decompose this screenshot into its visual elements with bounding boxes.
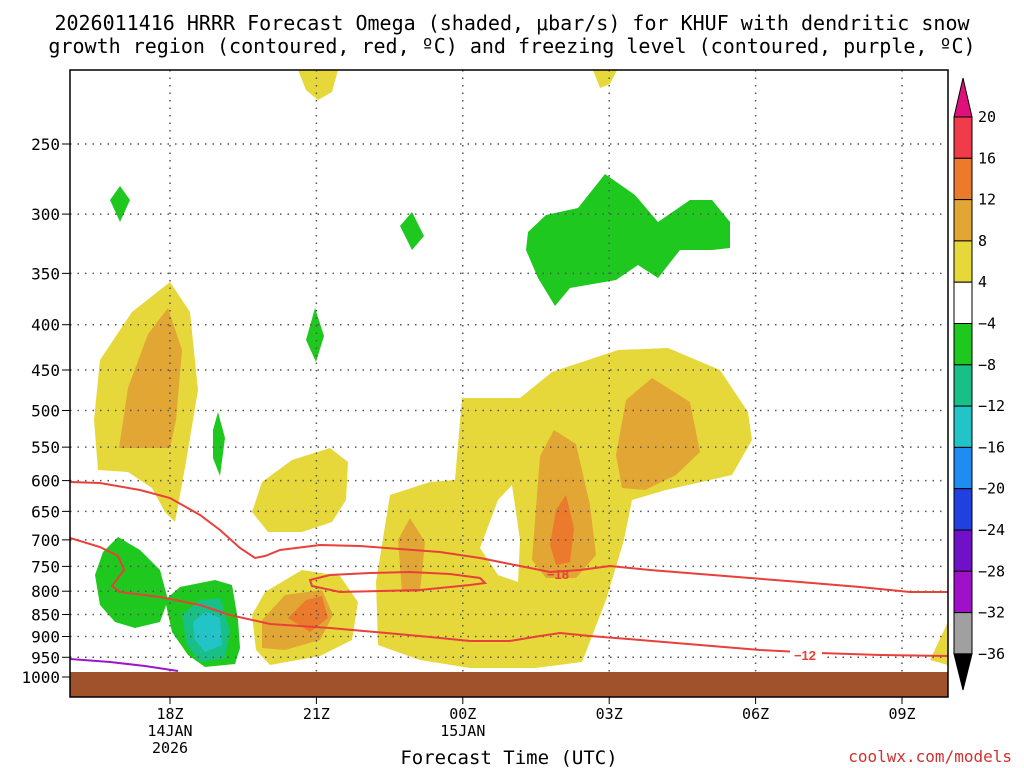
colorbar-label-13: −36 (978, 645, 1005, 663)
colorbar-label-9: −20 (978, 480, 1005, 498)
x-tick-label-0-1: 14JAN (147, 722, 192, 740)
y-tick-label-700: 700 (31, 531, 60, 550)
x-axis-label: Forecast Time (UTC) (400, 747, 617, 768)
ground-surface (70, 672, 948, 697)
omega-shading (94, 70, 948, 668)
y-axis-ticks: 250 300 350 400 450 500 550 600 650 700 750 800 850 9… (21, 135, 70, 687)
y-tick-label-500: 500 (31, 402, 60, 421)
omega-shade-neg12-neg16 (193, 612, 222, 652)
y-tick-label-1000: 1000 (21, 668, 60, 687)
x-tick-label-2-1: 15JAN (440, 722, 485, 740)
colorbar-label-3: 8 (978, 232, 987, 250)
chart-title-line-1: 2026011416 HRRR Forecast Omega (shaded, … (54, 11, 970, 35)
colorbar-segment-5 (953, 323, 973, 366)
colorbar-segment-1 (953, 157, 973, 201)
y-tick-label-300: 300 (31, 205, 60, 224)
y-tick-label-750: 750 (31, 557, 60, 576)
colorbar-segment-0 (953, 116, 973, 159)
y-tick-label-650: 650 (31, 502, 60, 521)
colorbar-bottom-arrow (953, 653, 973, 691)
contour-label-minus-12-bg (790, 648, 822, 662)
freezing-level-contour (70, 658, 179, 672)
colorbar-label-2: 12 (978, 191, 996, 209)
y-tick-label-400: 400 (31, 316, 60, 335)
y-tick-label-350: 350 (31, 264, 60, 283)
colorbar-segment-7 (953, 405, 973, 448)
colorbar-segment-3 (953, 240, 973, 283)
colorbar-label-7: −12 (978, 397, 1005, 415)
colorbar-label-10: −24 (978, 521, 1005, 539)
colorbar-label-11: −28 (978, 562, 1005, 580)
omega-shade-12-16 (288, 495, 574, 632)
dgz-contours (70, 481, 948, 657)
contour-minus-12 (70, 537, 948, 657)
y-tick-label-250: 250 (31, 135, 60, 154)
y-tick-label-600: 600 (31, 472, 60, 491)
colorbar-top-arrow (953, 77, 973, 118)
contour-minus-18-loop (308, 570, 488, 594)
plot-border (69, 69, 949, 698)
plot-grid (70, 70, 948, 672)
colorbar-segment-10 (953, 529, 973, 572)
omega-shade-weak-hole (480, 485, 520, 582)
chart-title-line-2: growth region (contoured, red, ºC) and f… (48, 34, 975, 58)
colorbar-label-6: −8 (978, 356, 996, 374)
y-tick-label-850: 850 (31, 606, 60, 625)
contour-label-minus-18: −18 (547, 567, 569, 582)
colorbar-segment-2 (953, 199, 973, 242)
x-tick-label-0-0: 18Z (156, 705, 183, 723)
x-tick-label-5-0: 09Z (888, 705, 915, 723)
y-tick-label-800: 800 (31, 582, 60, 601)
x-tick-label-3-0: 03Z (596, 705, 623, 723)
y-tick-label-900: 900 (31, 627, 60, 646)
y-tick-label-450: 450 (31, 361, 60, 380)
y-tick-label-950: 950 (31, 648, 60, 667)
y-tick-label-550: 550 (31, 438, 60, 457)
colorbar-segment-6 (953, 364, 973, 407)
colorbar-label-1: 16 (978, 149, 996, 167)
colorbar-label-5: −4 (978, 315, 996, 333)
contour-minus-18 (70, 481, 948, 593)
x-tick-label-1-0: 21Z (303, 705, 330, 723)
colorbar-segment-8 (953, 446, 973, 490)
colorbar-segment-12 (953, 612, 973, 655)
contour-label-minus-12: −12 (794, 648, 816, 663)
x-tick-label-0-2: 2026 (152, 739, 188, 757)
x-tick-label-4-0: 06Z (742, 705, 769, 723)
colorbar-label-0: 20 (978, 108, 996, 126)
credit-text: coolwx.com/models (848, 747, 1012, 766)
colorbar-label-12: −32 (978, 604, 1005, 622)
x-tick-label-2-0: 00Z (449, 705, 476, 723)
colorbar-label-8: −16 (978, 438, 1005, 456)
colorbar: 20 16 12 8 4 −4 −8 −12 −16 −20 −24 −28 −32 −36 (953, 77, 1005, 691)
colorbar-segment-9 (953, 488, 973, 531)
colorbar-label-4: 4 (978, 273, 987, 291)
colorbar-segment-11 (953, 570, 973, 614)
colorbar-segment-4 (953, 281, 973, 325)
